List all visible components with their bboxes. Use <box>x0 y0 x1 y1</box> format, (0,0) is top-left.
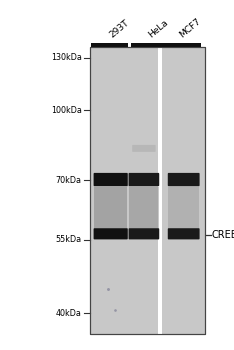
Bar <box>129 187 159 228</box>
Bar <box>90 47 205 334</box>
Text: MCF7: MCF7 <box>177 17 202 40</box>
FancyBboxPatch shape <box>168 173 200 186</box>
Text: 70kDa: 70kDa <box>56 176 82 185</box>
Bar <box>158 47 162 334</box>
Bar <box>168 187 199 228</box>
Text: 40kDa: 40kDa <box>56 309 82 318</box>
Text: 100kDa: 100kDa <box>51 106 82 115</box>
Text: 293T: 293T <box>108 19 131 40</box>
Text: CREB5: CREB5 <box>212 230 234 239</box>
Bar <box>90 47 205 334</box>
FancyBboxPatch shape <box>129 173 159 186</box>
FancyBboxPatch shape <box>168 228 200 239</box>
FancyBboxPatch shape <box>132 145 156 152</box>
Bar <box>164 43 201 47</box>
FancyBboxPatch shape <box>94 228 128 239</box>
Text: HeLa: HeLa <box>146 18 170 40</box>
FancyBboxPatch shape <box>94 173 128 186</box>
Bar <box>94 187 127 228</box>
Text: 55kDa: 55kDa <box>55 235 82 244</box>
Bar <box>91 43 128 47</box>
Bar <box>131 43 164 47</box>
FancyBboxPatch shape <box>129 228 159 239</box>
Text: 130kDa: 130kDa <box>51 53 82 62</box>
